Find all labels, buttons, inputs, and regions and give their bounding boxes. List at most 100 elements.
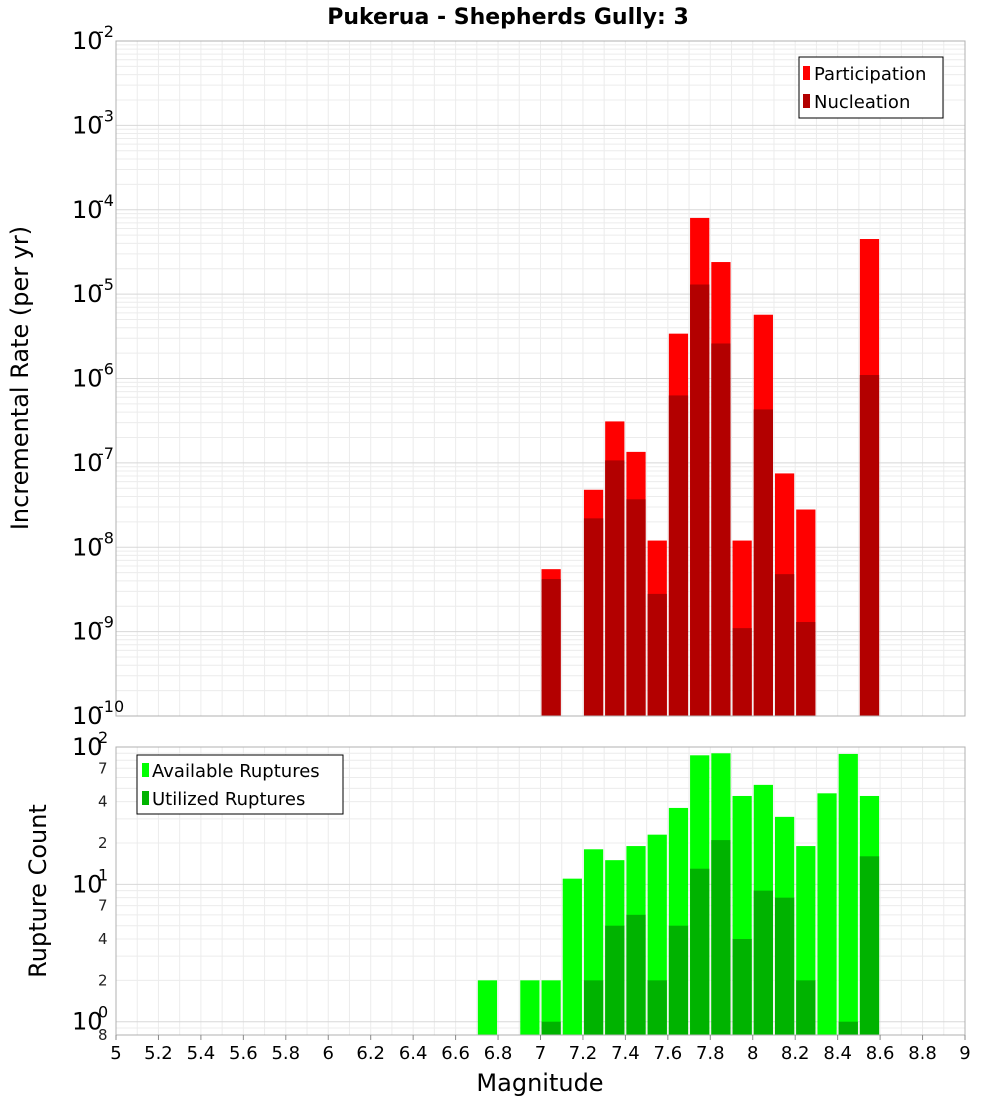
y-tick-base: 10 <box>72 27 103 55</box>
x-tick-label: 6 <box>323 1043 334 1064</box>
y-tick-label: 10-4 <box>72 191 114 224</box>
x-tick-label: 8.8 <box>908 1043 937 1064</box>
bar-nucleation <box>859 375 880 716</box>
y-tick-base: 10 <box>72 733 103 761</box>
bar-nucleation <box>668 395 689 716</box>
bar-utilized-ruptures <box>711 840 731 1035</box>
y-tick-exponent: -8 <box>98 528 114 547</box>
legend-swatch-nucleation <box>803 94 810 108</box>
y-tick-exponent: 1 <box>98 865 108 884</box>
bar-utilized-ruptures <box>583 980 604 1035</box>
y-tick-label: 101 <box>72 865 108 898</box>
bar-utilized-ruptures <box>838 1021 858 1035</box>
bottom-legend: Available Ruptures Utilized Ruptures <box>136 754 344 815</box>
y-tick-base: 10 <box>72 280 103 308</box>
y-minor-tick-label: 2 <box>98 834 108 852</box>
x-tick-label: 6.2 <box>356 1043 385 1064</box>
bar-nucleation <box>711 343 731 716</box>
x-ticks: 5 5.2 5.4 5.6 5.8 6 6.2 6.4 6.6 6.8 7 7.2 7.4 7.6 7.8 8… <box>110 1035 971 1064</box>
x-tick-label: 5.2 <box>144 1043 173 1064</box>
bar-utilized-ruptures <box>668 925 689 1035</box>
bar-nucleation <box>690 284 710 716</box>
bar-nucleation <box>583 518 604 716</box>
bottom-bars <box>477 753 880 1035</box>
y-tick-label: 100 <box>72 1003 108 1036</box>
x-tick-label: 5.6 <box>229 1043 258 1064</box>
bottom-y-axis-label: Rupture Count <box>24 804 52 978</box>
bar-nucleation <box>774 574 795 716</box>
top-plot-border <box>115 40 966 717</box>
y-minor-tick-label: 4 <box>98 930 108 948</box>
y-tick-label: 10-9 <box>72 613 114 646</box>
bottom-legend-box <box>136 754 344 815</box>
bar-nucleation <box>626 499 646 716</box>
legend-label-participation: Participation <box>814 64 926 85</box>
legend-swatch-participation <box>803 66 810 80</box>
y-tick-exponent: 0 <box>98 1003 108 1022</box>
y-minor-tick-label: 4 <box>98 793 108 811</box>
y-tick-exponent: -5 <box>98 275 114 294</box>
x-tick-label: 5.8 <box>271 1043 300 1064</box>
y-minor-tick-label: 2 <box>98 971 108 989</box>
bar-utilized-ruptures <box>690 868 710 1035</box>
x-tick-label: 9 <box>959 1043 970 1064</box>
legend-label-nucleation: Nucleation <box>814 92 910 113</box>
bar-nucleation <box>605 460 625 716</box>
x-axis-label: Magnitude <box>476 1069 603 1097</box>
y-minor-tick-label: 7 <box>98 897 108 915</box>
y-tick-exponent: -3 <box>98 106 114 125</box>
bar-nucleation <box>753 409 773 716</box>
y-minor-tick-label: 8 <box>98 1026 108 1044</box>
top-y-axis-label: Incremental Rate (per yr) <box>6 226 34 530</box>
y-tick-label: 10-7 <box>72 444 114 477</box>
top-grid <box>115 41 966 717</box>
y-tick-exponent: -4 <box>98 191 114 210</box>
bar-utilized-ruptures <box>626 914 646 1035</box>
bar-utilized-ruptures <box>541 1021 561 1035</box>
legend-label-available: Available Ruptures <box>152 761 320 782</box>
x-tick-label: 7.8 <box>696 1043 725 1064</box>
y-tick-label: 102 <box>72 728 108 761</box>
y-tick-exponent: 2 <box>98 728 108 747</box>
x-tick-label: 8.4 <box>823 1043 852 1064</box>
y-tick-exponent: -9 <box>98 613 114 632</box>
y-tick-base: 10 <box>72 533 103 561</box>
y-tick-label: 10-6 <box>72 360 114 393</box>
x-tick-label: 7.4 <box>611 1043 640 1064</box>
y-tick-label: 10-3 <box>72 106 114 139</box>
y-tick-label: 10-10 <box>72 697 124 730</box>
bar-utilized-ruptures <box>774 897 795 1035</box>
legend-swatch-available <box>142 763 149 777</box>
bar-utilized-ruptures <box>647 980 667 1035</box>
bar-available-ruptures <box>562 878 582 1035</box>
y-tick-base: 10 <box>72 365 103 393</box>
bar-nucleation <box>541 579 561 716</box>
y-tick-base: 10 <box>72 618 103 646</box>
x-tick-label: 5 <box>110 1043 121 1064</box>
x-tick-label: 6.8 <box>484 1043 513 1064</box>
y-tick-exponent: -10 <box>98 697 124 716</box>
top-legend: Participation Nucleation <box>798 56 944 119</box>
legend-swatch-utilized <box>142 791 149 805</box>
y-tick-base: 10 <box>72 196 103 224</box>
y-tick-base: 10 <box>72 1008 103 1036</box>
bar-available-ruptures <box>817 793 837 1035</box>
y-tick-exponent: -7 <box>98 444 114 463</box>
legend-label-utilized: Utilized Ruptures <box>152 789 305 810</box>
bar-available-ruptures <box>477 980 498 1035</box>
bar-utilized-ruptures <box>796 980 816 1035</box>
x-tick-label: 7.6 <box>654 1043 683 1064</box>
y-tick-label: 10-8 <box>72 528 114 561</box>
bar-utilized-ruptures <box>732 939 752 1035</box>
bar-utilized-ruptures <box>859 856 880 1035</box>
x-tick-label: 6.4 <box>399 1043 428 1064</box>
y-tick-exponent: -6 <box>98 360 114 379</box>
bar-nucleation <box>796 622 816 716</box>
y-minor-tick-label: 7 <box>98 759 108 777</box>
y-tick-base: 10 <box>72 870 103 898</box>
bar-nucleation <box>647 593 667 716</box>
top-bars <box>541 217 880 716</box>
